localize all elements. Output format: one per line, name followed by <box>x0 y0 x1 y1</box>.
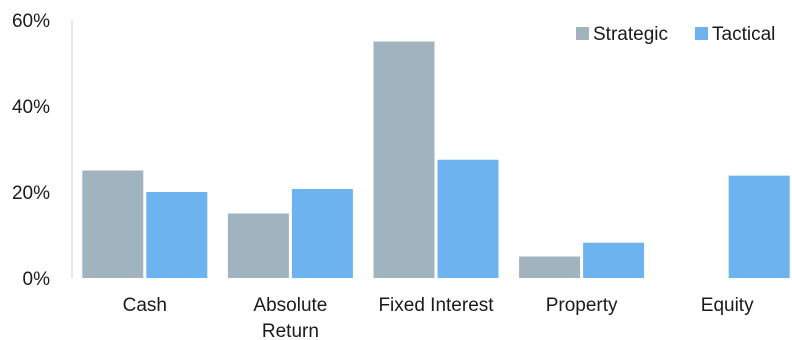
bar-tactical-4 <box>728 175 790 278</box>
y-tick-label: 40% <box>12 97 50 118</box>
bar-strategic-2 <box>373 41 435 278</box>
y-tick-label: 0% <box>23 269 51 290</box>
category-label: Cash <box>123 295 167 316</box>
legend: Strategic Tactical <box>576 24 775 45</box>
bars <box>82 41 790 278</box>
category-label: Property <box>546 295 618 316</box>
bar-tactical-2 <box>437 159 499 278</box>
y-tick-label: 20% <box>12 183 50 204</box>
category-label: Equity <box>701 295 754 316</box>
bar-strategic-3 <box>519 256 581 278</box>
bar-strategic-0 <box>82 170 144 278</box>
legend-swatch-strategic <box>576 27 589 40</box>
legend-label-strategic: Strategic <box>593 24 668 45</box>
bar-tactical-1 <box>291 188 353 278</box>
category-label: Fixed Interest <box>378 295 494 316</box>
y-axis: 0% 20% 40% 60% <box>12 11 73 290</box>
legend-label-tactical: Tactical <box>712 24 775 45</box>
x-axis-labels: Cash Absolute Return Fixed Interest Property… <box>123 295 754 340</box>
y-tick-label: 60% <box>12 11 50 32</box>
bar-tactical-3 <box>583 242 645 278</box>
bar-tactical-0 <box>146 192 208 278</box>
category-label: Absolute <box>253 295 327 316</box>
legend-swatch-tactical <box>695 27 708 40</box>
bar-strategic-1 <box>227 213 289 278</box>
category-label: Return <box>262 321 319 340</box>
